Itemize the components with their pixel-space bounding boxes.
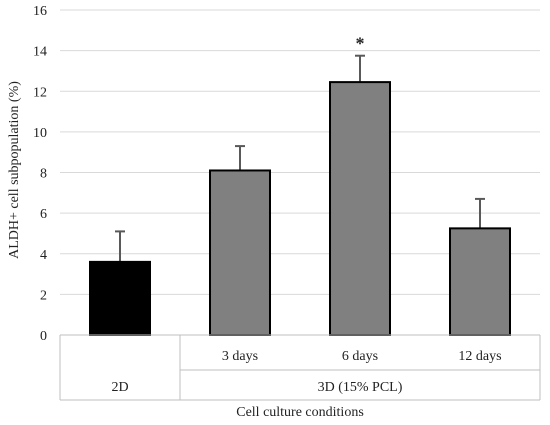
bar — [209, 169, 271, 336]
x-category-label: 3 days — [222, 349, 258, 364]
y-tick-label: 4 — [40, 248, 47, 263]
x-axis-label: Cell culture conditions — [236, 405, 364, 420]
y-tick-label: 16 — [33, 4, 47, 19]
x-group-label: 2D — [111, 380, 128, 395]
bars: * — [89, 34, 511, 336]
bar — [89, 260, 151, 336]
significance-marker: * — [356, 34, 365, 54]
y-tick-label: 14 — [33, 45, 47, 60]
y-axis-ticks: 0 2 4 6 8 10 12 14 16 — [33, 4, 47, 344]
bar — [449, 227, 511, 336]
x-category-label: 6 days — [342, 349, 378, 364]
y-tick-label: 0 — [40, 329, 47, 344]
y-tick-label: 8 — [40, 167, 47, 182]
y-tick-label: 6 — [40, 207, 47, 222]
error-bars — [115, 54, 485, 262]
x-axis-table: 3 days 6 days 12 days 2D 3D (15% PCL) — [59, 334, 541, 401]
y-tick-label: 2 — [40, 288, 47, 303]
bar — [329, 81, 391, 336]
y-tick-label: 12 — [33, 85, 47, 100]
x-category-label: 12 days — [458, 349, 501, 364]
y-tick-label: 10 — [33, 126, 47, 141]
x-group-label: 3D (15% PCL) — [318, 380, 403, 395]
y-axis-label: ALDH+ cell subpopulation (%) — [7, 81, 22, 259]
